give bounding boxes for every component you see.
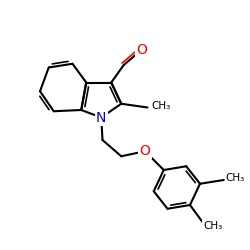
Text: CH₃: CH₃ (203, 221, 222, 231)
Text: O: O (140, 144, 150, 158)
Text: O: O (136, 43, 147, 57)
Text: N: N (96, 110, 106, 124)
Text: CH₃: CH₃ (152, 101, 171, 111)
Text: CH₃: CH₃ (225, 173, 244, 183)
